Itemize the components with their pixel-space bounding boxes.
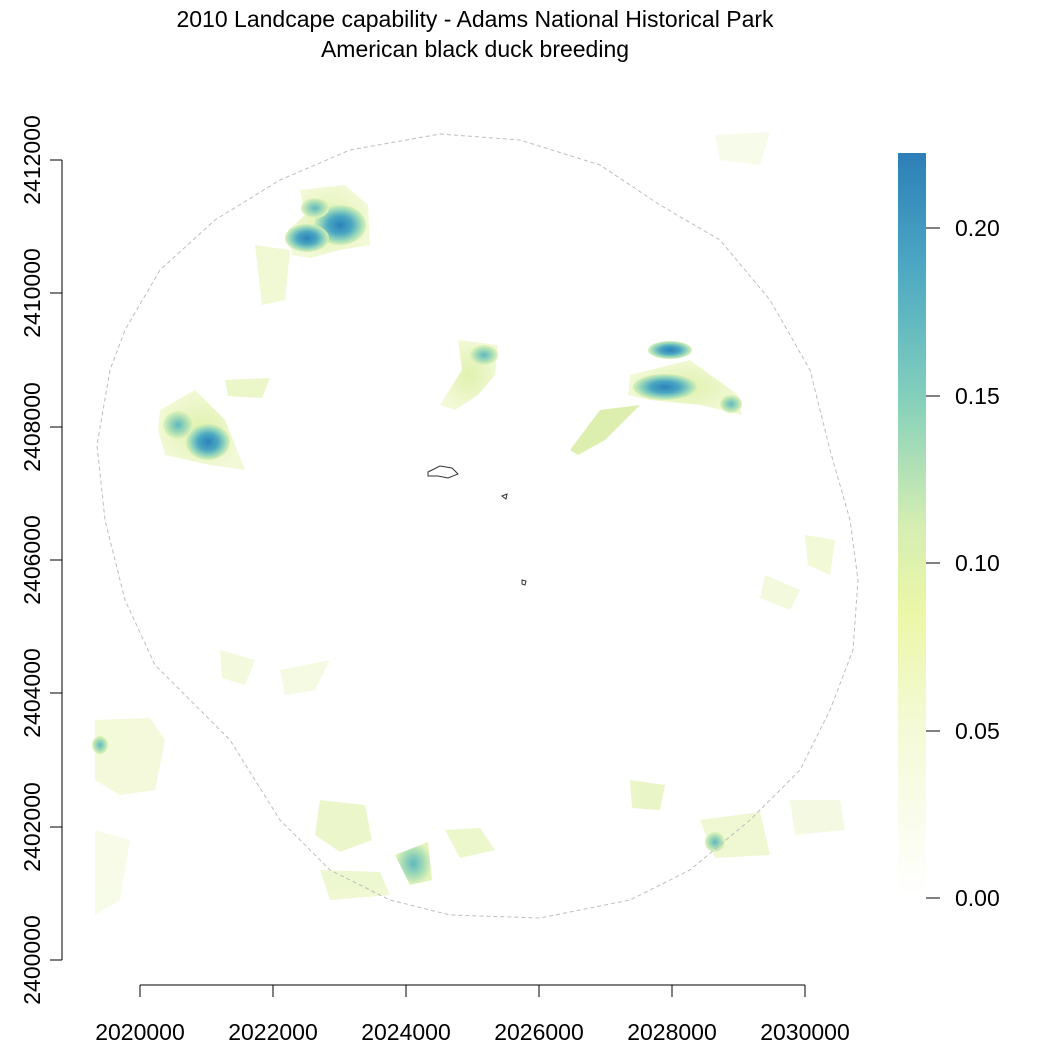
patch-w1 [220,650,255,685]
x-tick-2024000: 2024000 [361,1019,451,1045]
hotspot-east-trail [570,405,640,455]
legend-tick-labels: 0.00 0.05 0.10 0.15 0.20 [955,215,1000,911]
x-tick-2028000: 2028000 [627,1019,717,1045]
patch-se1 [630,780,665,810]
y-tick-labels: 2400000 2402000 2404000 2406000 2408000 … [19,115,45,1005]
legend-tick-0.05: 0.05 [955,718,1000,744]
y-tick-2402000: 2402000 [19,782,45,872]
x-tick-2026000: 2026000 [494,1019,584,1045]
patch-s1 [315,800,372,852]
patch-sw-2 [95,830,130,915]
patch-s3 [445,828,495,858]
legend-colorbar [898,153,926,898]
y-tick-2406000: 2406000 [19,515,45,605]
x-tick-2022000: 2022000 [228,1019,318,1045]
patch-se3 [790,800,845,835]
legend-tick-0.15: 0.15 [955,383,1000,409]
park-unit-tiny [521,579,527,586]
park-buffer-outline [96,133,859,919]
legend-ticks [926,227,940,899]
y-tick-2400000: 2400000 [19,915,45,1005]
hotspot-center-a [470,345,498,365]
y-tick-2408000: 2408000 [19,382,45,472]
patch-sw [95,718,165,795]
hotspot-southwest [92,736,108,754]
hotspot-north-c [301,198,329,218]
hotspot-east-c [720,395,742,413]
patch-nw [225,378,270,398]
hotspot-east-b [633,374,697,400]
legend-tick-0.00: 0.00 [955,885,1000,911]
hotspot-east-a [648,341,692,359]
patch-s2 [320,870,390,900]
patch-e1 [805,535,835,575]
park-unit-main [427,465,459,479]
patch-ne [715,132,770,165]
y-tick-2410000: 2410000 [19,248,45,338]
legend-tick-0.10: 0.10 [955,550,1000,576]
hotspot-west-b [163,411,193,439]
park-unit-small [500,493,508,500]
hotspot-south [395,842,432,885]
x-tick-2020000: 2020000 [95,1019,185,1045]
legend-tick-0.20: 0.20 [955,215,1000,241]
x-tick-2030000: 2030000 [760,1019,850,1045]
map-title: 2010 Landcape capability - Adams Nationa… [176,6,774,32]
patch-e2 [760,575,800,610]
y-axis [50,159,63,961]
patch-n1 [255,245,290,305]
map-subtitle: American black duck breeding [320,36,630,62]
hotspot-west-a [186,424,230,460]
x-tick-labels: 2020000 2022000 2024000 2026000 2028000 … [95,1019,850,1045]
y-tick-2404000: 2404000 [19,648,45,738]
capability-hotspots [92,185,742,885]
y-tick-2412000: 2412000 [19,115,45,205]
x-axis [139,984,806,997]
low-value-patches [95,132,845,915]
patch-w2 [280,660,330,695]
hotspot-southeast [705,832,725,852]
hotspot-north-b [285,224,329,252]
park-boundary [427,465,527,586]
